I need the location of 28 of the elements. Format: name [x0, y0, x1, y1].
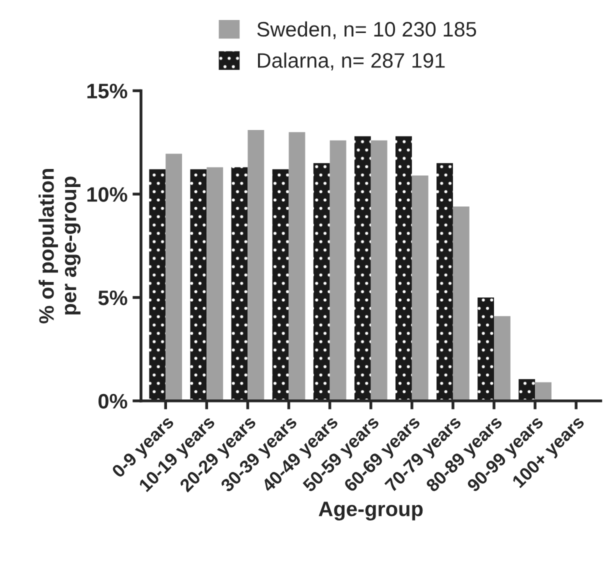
bar [313, 163, 330, 401]
bar [370, 140, 388, 401]
legend-label: Dalarna, n= 287 191 [258, 52, 445, 70]
bar [206, 167, 224, 401]
legend-label: Sweden, n= 10 230 185 [257, 21, 476, 40]
bar [248, 130, 264, 401]
bar [354, 136, 371, 401]
bar [478, 297, 494, 401]
bar [231, 167, 248, 401]
bar [288, 132, 306, 401]
y-tick-label: 0% [98, 394, 128, 409]
bar [436, 163, 453, 401]
bar [190, 169, 207, 401]
y-tick-label: 10% [87, 187, 128, 202]
bar [166, 154, 182, 401]
y-tick-label: 5% [98, 290, 128, 306]
x-axis-title: Age-group [318, 502, 423, 521]
bar [494, 316, 510, 401]
bar [330, 140, 346, 401]
bar [395, 136, 412, 401]
bar [149, 169, 166, 401]
y-axis-title: % of population per age-group [38, 168, 81, 324]
bar [535, 382, 552, 401]
bar [518, 379, 536, 401]
bar [452, 206, 470, 401]
bar [272, 169, 289, 401]
y-tick-label: 15% [87, 84, 128, 98]
bar [412, 175, 428, 401]
